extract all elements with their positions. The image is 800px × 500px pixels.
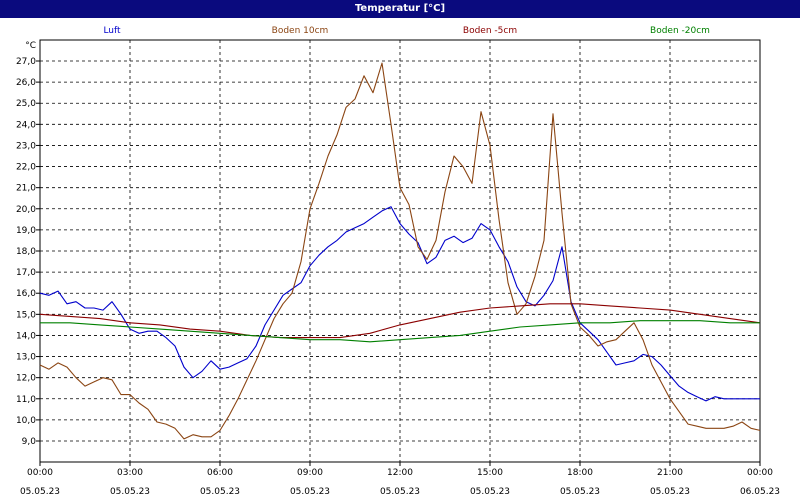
x-tick-date-label: 05.05.23 [560, 487, 600, 497]
x-tick-time-label: 21:00 [657, 468, 683, 478]
y-tick-label: 21,0 [16, 184, 36, 194]
x-tick-time-label: 00:00 [747, 468, 773, 478]
x-tick-date-label: 05.05.23 [290, 487, 330, 497]
y-tick-label: 18,0 [16, 247, 36, 257]
series-line [39, 303, 761, 339]
y-tick-label: 14,0 [16, 331, 36, 341]
y-tick-label: 10,0 [16, 416, 36, 426]
legend-entry: Boden 10cm [272, 26, 329, 36]
legend-entry: Luft [103, 26, 121, 36]
x-tick-date-label: 06.05.23 [740, 487, 780, 497]
x-tick-date-label: 05.05.23 [20, 487, 60, 497]
legend-entry: Boden -5cm [463, 26, 517, 36]
y-tick-label: 11,0 [16, 395, 36, 405]
y-tick-label: 9,0 [22, 437, 37, 447]
x-tick-time-label: 18:00 [567, 468, 593, 478]
x-tick-time-label: 03:00 [117, 468, 143, 478]
temperature-chart: 9,0 10,0 11,0 12,0 13,0 14,0 15,0 16,0 17,0 18,0 1… [16, 26, 780, 497]
x-tick-time-label: 00:00 [27, 468, 53, 478]
y-tick-label: 25,0 [16, 99, 36, 109]
series-line [39, 206, 760, 402]
x-tick-time-label: 15:00 [477, 468, 503, 478]
y-tick-label: 22,0 [16, 163, 36, 173]
x-tick-time-label: 06:00 [207, 468, 233, 478]
x-tick-time-label: 12:00 [387, 468, 413, 478]
x-tick-date-label: 05.05.23 [200, 487, 240, 497]
y-tick-label: 12,0 [16, 374, 36, 384]
x-tick-date-label: 05.05.23 [110, 487, 150, 497]
y-tick-label: 15,0 [16, 310, 36, 320]
x-tick-time-label: 09:00 [297, 468, 323, 478]
y-tick-label: 19,0 [16, 226, 36, 236]
y-tick-label: 26,0 [16, 78, 36, 88]
series-line [39, 62, 761, 440]
y-tick-label: 17,0 [16, 268, 36, 278]
y-tick-label: 23,0 [16, 141, 36, 151]
series-line [40, 320, 760, 343]
y-axis-label: °C [25, 41, 36, 51]
x-tick-date-label: 05.05.23 [380, 487, 420, 497]
y-tick-label: 20,0 [16, 205, 36, 215]
y-tick-label: 16,0 [16, 289, 36, 299]
window-title: Temperatur [°C] [0, 0, 800, 18]
x-tick-date-label: 05.05.23 [650, 487, 690, 497]
y-tick-label: 13,0 [16, 353, 36, 363]
x-tick-date-label: 05.05.23 [470, 487, 510, 497]
y-tick-label: 24,0 [16, 120, 36, 130]
y-tick-label: 27,0 [16, 57, 36, 67]
legend-entry: Boden -20cm [650, 26, 710, 36]
